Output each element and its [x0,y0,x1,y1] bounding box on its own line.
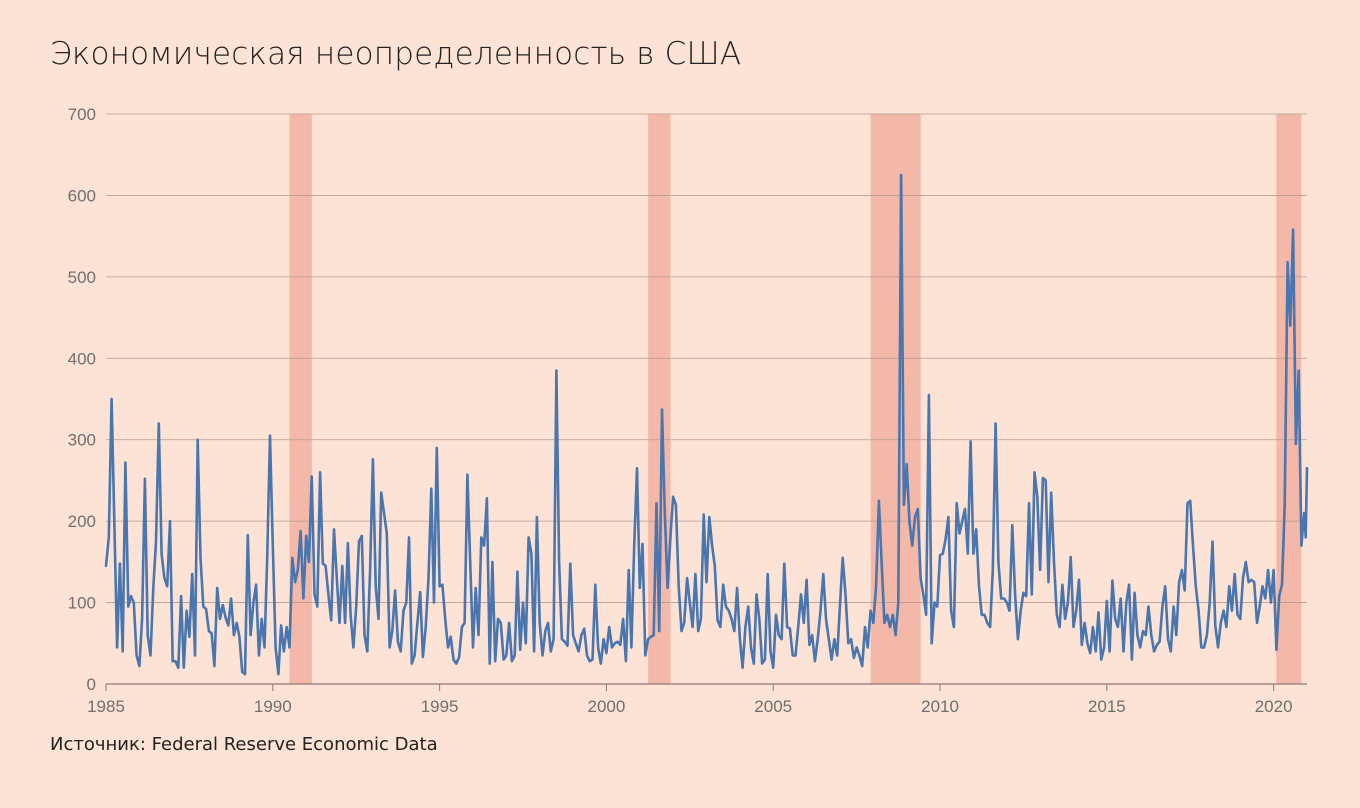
x-tick-label-2015: 2015 [1088,697,1126,716]
source-note: Источник: Federal Reserve Economic Data [50,734,438,755]
x-axis-ticks: 1985 1990 1995 2000 2005 2010 2015 2020 [87,684,1293,716]
recession-band-3 [870,114,921,684]
series-line-1 [104,173,1309,676]
x-tick-label-1985: 1985 [87,697,125,716]
y-axis-ticks: 0 100 200 300 400 500 600 700 [68,105,96,694]
x-tick-label-2000: 2000 [588,697,626,716]
chart-title: Экономическая неопределенность в США [50,36,742,72]
x-tick-label-1995: 1995 [421,697,459,716]
y-tick-label-400: 400 [68,349,96,368]
x-tick-label-2010: 2010 [921,697,959,716]
data-series [104,173,1309,676]
y-tick-label-0: 0 [87,675,96,694]
x-tick-label-2005: 2005 [754,697,792,716]
x-tick-label-1990: 1990 [254,697,292,716]
y-tick-label-600: 600 [68,186,96,205]
y-tick-label-500: 500 [68,268,96,287]
y-tick-label-300: 300 [68,431,96,450]
y-tick-label-700: 700 [68,105,96,124]
y-tick-label-100: 100 [68,594,96,613]
recession-band-1 [289,114,312,684]
recession-bands [289,114,1302,684]
x-tick-label-2020: 2020 [1255,697,1293,716]
y-tick-label-200: 200 [68,512,96,531]
